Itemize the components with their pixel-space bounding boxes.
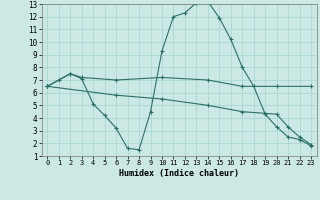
X-axis label: Humidex (Indice chaleur): Humidex (Indice chaleur) xyxy=(119,169,239,178)
